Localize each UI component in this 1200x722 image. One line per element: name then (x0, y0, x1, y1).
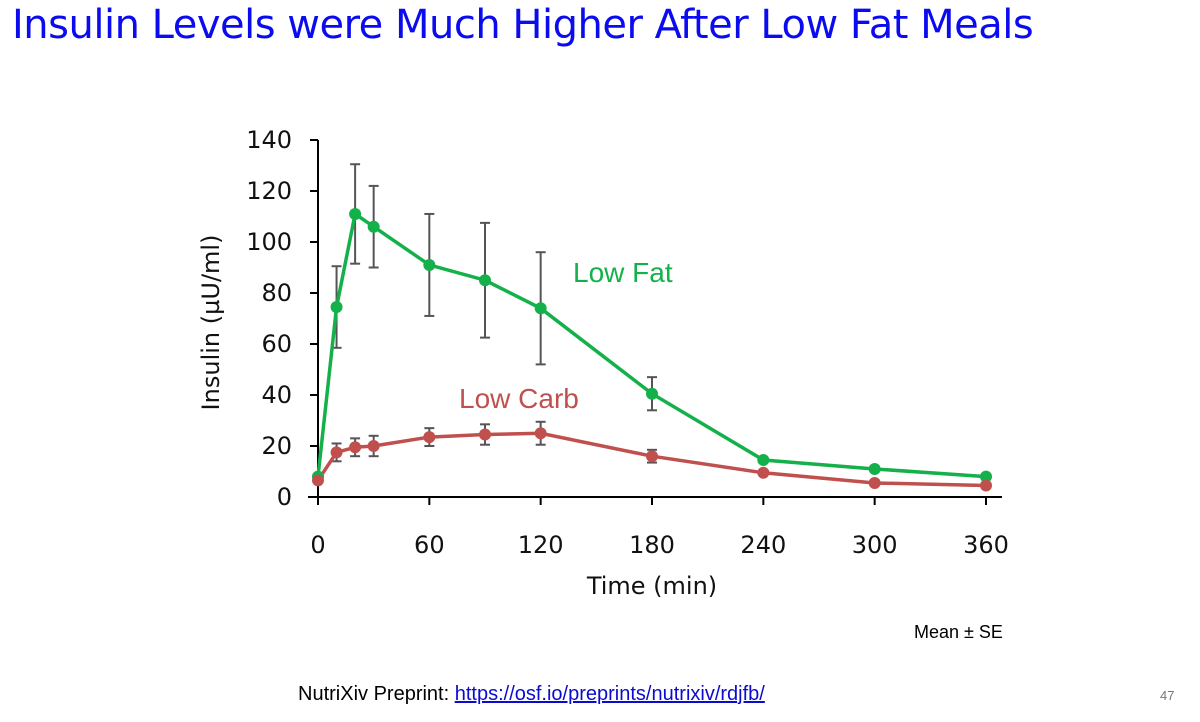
source-link[interactable]: https://osf.io/preprints/nutrixiv/rdjfb/ (454, 683, 765, 705)
low-carb-point (367, 440, 380, 452)
y-tick-label: 20 (261, 432, 292, 460)
y-tick-label: 140 (246, 126, 292, 154)
y-axis-title: Insulin (µU/ml) (197, 235, 225, 411)
low-fat-point (330, 301, 343, 314)
x-tick-label: 300 (852, 531, 898, 559)
y-tick-label: 0 (277, 483, 292, 511)
x-tick-label: 120 (518, 531, 564, 559)
low-carb-point (423, 431, 436, 444)
low-carb-point (330, 446, 343, 459)
low-carb-point (757, 466, 770, 479)
footnote-mean-se: Mean ± SE (914, 622, 1003, 642)
slide-title: Insulin Levels were Much Higher After Lo… (12, 2, 1034, 48)
low-fat-point (980, 470, 992, 483)
y-tick-label: 40 (261, 381, 292, 409)
low-fat-point (479, 274, 491, 287)
y-tick-label: 120 (246, 177, 292, 205)
source-prefix: NutriXiv Preprint: (298, 683, 455, 705)
x-tick-label: 60 (414, 531, 445, 559)
y-tick-label: 60 (261, 330, 292, 358)
low-fat-point (367, 220, 380, 233)
low-fat-point (534, 302, 547, 315)
y-tick-label: 80 (261, 279, 292, 307)
x-tick-label: 240 (740, 531, 786, 559)
low-fat-point (646, 387, 658, 400)
low-carb-point (534, 427, 547, 440)
low-carb-point (479, 428, 491, 441)
low-fat-point (423, 258, 436, 271)
low-fat-series-label: Low Fat (573, 257, 673, 288)
low-carb-series-label: Low Carb (459, 383, 579, 414)
low-carb-point (349, 441, 362, 454)
y-tick-label: 100 (246, 228, 292, 256)
low-carb-point (980, 479, 992, 492)
low-fat-point (349, 207, 362, 220)
x-tick-label: 180 (629, 531, 675, 559)
low-carb-point (868, 476, 881, 489)
low-fat-point (868, 462, 881, 475)
low-carb-point (312, 474, 324, 487)
page-number: 47 (1160, 688, 1175, 703)
source-citation: NutriXiv Preprint: https://osf.io/prepri… (298, 683, 765, 706)
low-carb-point (646, 450, 658, 463)
x-tick-label: 360 (963, 531, 1009, 559)
x-tick-label: 0 (310, 531, 325, 559)
x-axis-title: Time (min) (586, 572, 717, 600)
low-fat-point (757, 454, 770, 467)
